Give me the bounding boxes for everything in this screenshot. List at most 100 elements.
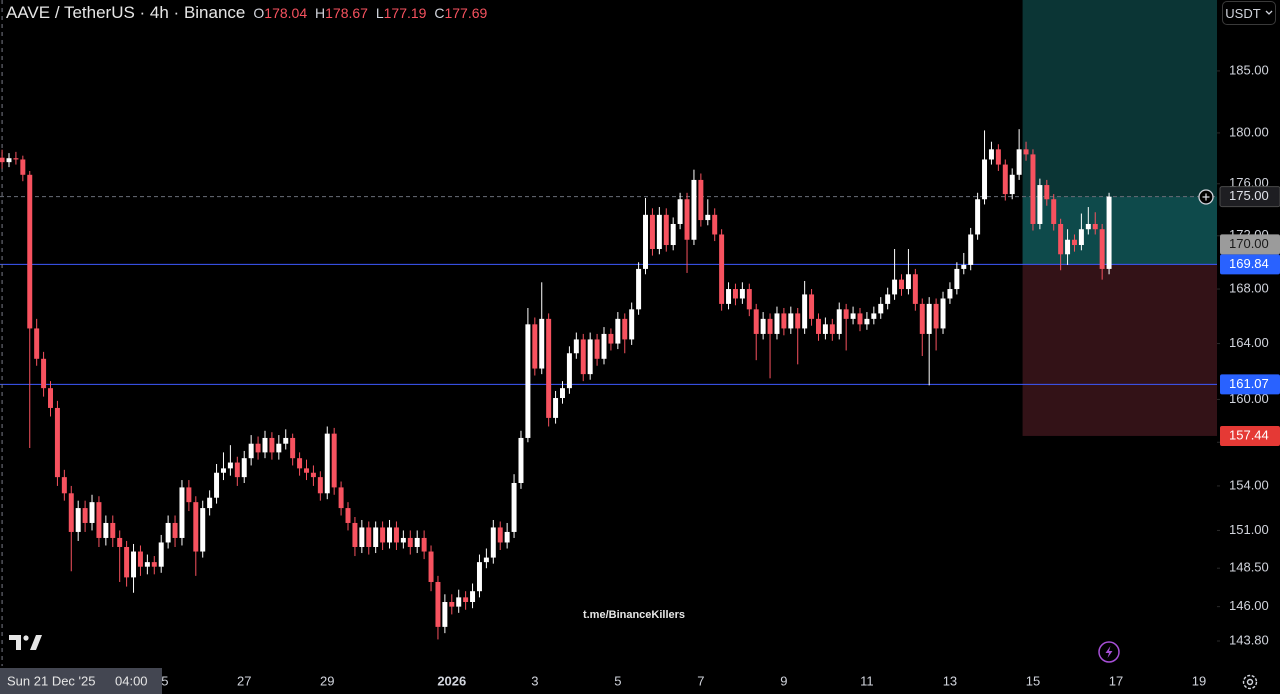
candle-body <box>241 458 247 478</box>
candle-body <box>1016 149 1022 175</box>
candle-body <box>269 437 275 453</box>
candle-body <box>1071 239 1077 246</box>
ohlc-value: 177.69 <box>444 5 488 21</box>
candle-body <box>947 289 953 299</box>
ohlc-value: 178.67 <box>325 5 368 21</box>
candle-body <box>421 537 427 552</box>
candle-body <box>297 458 303 469</box>
candle-body <box>926 303 932 334</box>
candle-body <box>89 502 95 523</box>
candle-body <box>1106 196 1112 269</box>
candle-body <box>995 149 1001 165</box>
crosshair-time-box <box>0 668 162 694</box>
candle-body <box>214 472 220 498</box>
candle-body <box>1092 223 1098 230</box>
price-label-box <box>1220 374 1280 395</box>
candle-body <box>670 223 676 246</box>
candle-body <box>525 324 531 438</box>
candle-body <box>304 468 309 473</box>
candle-body <box>1030 154 1036 224</box>
price-label: 175.00 <box>1229 188 1269 203</box>
add-alert-icon[interactable] <box>1198 189 1214 205</box>
candle-body <box>594 339 600 359</box>
candle-body <box>1051 199 1057 224</box>
tradingview-logo <box>9 635 42 650</box>
candle-body <box>961 264 967 269</box>
candle-body <box>573 339 579 354</box>
candle-body <box>82 508 88 523</box>
candle-body <box>933 303 939 329</box>
candle-body <box>414 537 420 547</box>
candle-body <box>158 542 164 567</box>
price-label-box <box>1219 186 1280 208</box>
candle-body <box>442 601 448 627</box>
candle-body <box>186 487 192 503</box>
y-tick-label: 160.00 <box>1229 391 1269 406</box>
candle-body <box>359 527 365 547</box>
y-tick-label: 146.00 <box>1229 598 1269 613</box>
ohlc-readout: O178.04 H178.67 L177.19 C177.69 <box>249 5 487 21</box>
candle-body <box>649 214 655 249</box>
candle-body <box>234 462 240 478</box>
candle-body <box>912 274 918 304</box>
candle-body <box>726 289 732 304</box>
y-tick-label: 168.00 <box>1229 280 1269 295</box>
candle-body <box>34 328 40 359</box>
candle-body <box>387 527 393 543</box>
candle-body <box>518 437 524 483</box>
candle-body <box>553 398 559 418</box>
candle-body <box>407 537 413 547</box>
price-label-box <box>1220 234 1280 255</box>
y-tick-label: 185.00 <box>1229 62 1269 77</box>
y-tick-label: 180.00 <box>1229 124 1269 139</box>
ohlc-value: 178.04 <box>264 5 308 21</box>
candle-body <box>843 309 849 319</box>
symbol-title: AAVE / TetherUS · 4h · Binance <box>6 3 246 22</box>
ohlc-key: H <box>315 5 326 21</box>
candle-body <box>393 527 399 543</box>
candle-body <box>1078 229 1084 246</box>
candle-body <box>1037 185 1043 224</box>
candle-body <box>975 199 981 235</box>
candle-body <box>172 522 178 538</box>
candle-body <box>746 289 752 310</box>
candle-body <box>815 318 821 334</box>
candle-body <box>760 318 766 334</box>
candle-body <box>144 562 150 567</box>
candle-body <box>622 318 628 340</box>
candle-body <box>795 313 801 329</box>
y-tick-label: 164.00 <box>1229 335 1269 350</box>
candle-body <box>982 159 988 200</box>
candle-body <box>677 199 683 224</box>
lightning-icon[interactable] <box>1098 641 1120 663</box>
candle-body <box>1058 223 1064 255</box>
candle-body <box>13 158 19 160</box>
candle-body <box>75 508 81 532</box>
candle-body <box>151 562 157 567</box>
candle-body <box>20 159 26 175</box>
candle-body <box>262 437 268 453</box>
settings-icon[interactable] <box>1242 674 1258 690</box>
currency-button[interactable]: USDT <box>1222 1 1276 25</box>
ohlc-key: L <box>375 5 384 21</box>
candle-body <box>905 274 911 290</box>
chevron-icon <box>1265 10 1273 15</box>
ohlc-key: C <box>434 5 445 21</box>
candle-body <box>629 309 635 340</box>
price-label-box <box>1220 425 1280 446</box>
candle-body <box>27 174 33 329</box>
price-label: 170.00 <box>1229 236 1269 251</box>
candle-body <box>698 179 704 221</box>
candle-body <box>220 468 226 473</box>
candle-body <box>656 214 662 249</box>
candle-body <box>6 158 12 163</box>
candle-body <box>663 214 669 246</box>
candle-body <box>781 313 787 329</box>
candle-body <box>61 477 67 494</box>
candle-body <box>732 289 738 299</box>
candle-body <box>878 303 884 314</box>
candle-body <box>774 313 780 334</box>
x-tick-label: 15 <box>1026 673 1040 688</box>
candle-body <box>968 234 974 265</box>
